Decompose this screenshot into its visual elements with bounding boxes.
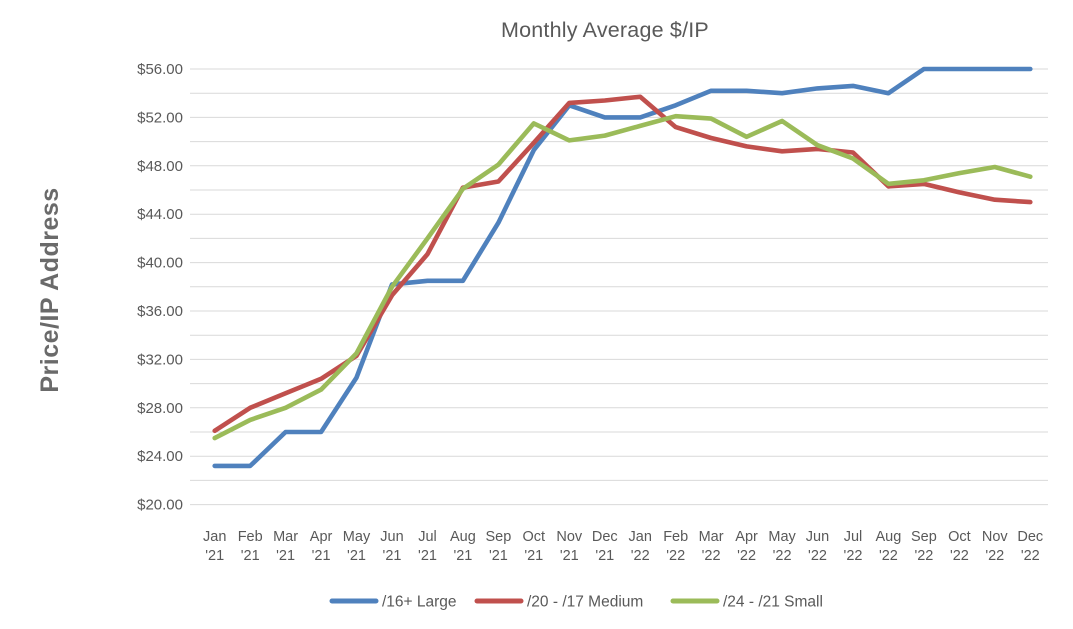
- x-axis-tick-label: Jul '22: [844, 529, 863, 564]
- x-axis-tick-label: Jul '21: [418, 529, 437, 564]
- y-axis-tick-label: $24.00: [137, 448, 183, 465]
- y-axis-tick-label: $48.00: [137, 158, 183, 175]
- y-axis-tick-label: $36.00: [137, 303, 183, 320]
- x-axis-tick-label: May '22: [768, 529, 796, 564]
- legend-label: /24 - /21 Small: [723, 594, 823, 611]
- legend-label: /16+ Large: [382, 594, 457, 611]
- x-axis-tick-labels: Jan '21 Feb '21 Mar '21 Apr '21 May '21 Jun '21 Jul '…: [203, 529, 1043, 564]
- x-axis-tick-label: Jan '21: [203, 529, 226, 564]
- legend-label: /20 - /17 Medium: [527, 594, 643, 611]
- y-axis-tick-label: $20.00: [137, 497, 183, 514]
- x-axis-tick-label: Oct '22: [948, 529, 971, 564]
- series-line--20-17-medium: [212, 94, 1033, 434]
- y-axis-tick-label: $40.00: [137, 255, 183, 272]
- series-line--24-21-small: [212, 113, 1033, 441]
- y-axis-tick-label: $52.00: [137, 109, 183, 126]
- y-axis-title: Price/IP Address: [36, 187, 64, 392]
- x-axis-tick-label: Sep '22: [911, 529, 937, 564]
- y-axis-tick-label: $56.00: [137, 61, 183, 78]
- x-axis-tick-label: Mar '22: [699, 529, 724, 564]
- x-axis-tick-label: Apr '22: [735, 529, 758, 564]
- x-axis-tick-label: Sep '21: [485, 529, 511, 564]
- y-axis-tick-labels: $56.00 $52.00 $48.00 $44.00 $40.00 $36.00 $32.…: [137, 61, 183, 514]
- x-axis-tick-label: Feb '21: [238, 529, 263, 564]
- legend: /16+ Large/20 - /17 Medium/24 - /21 Smal…: [329, 594, 823, 611]
- x-axis-tick-label: Aug '22: [875, 529, 901, 564]
- legend-item: /24 - /21 Small: [670, 594, 823, 611]
- x-axis-tick-label: Nov '21: [556, 529, 583, 564]
- x-axis-tick-label: Oct '21: [523, 529, 546, 564]
- x-axis-tick-label: Jan '22: [629, 529, 652, 564]
- x-axis-tick-label: Apr '21: [310, 529, 333, 564]
- x-axis-tick-label: Feb '22: [663, 529, 688, 564]
- y-axis-tick-label: $28.00: [137, 400, 183, 417]
- x-axis-tick-label: Nov '22: [982, 529, 1009, 564]
- x-axis-tick-label: Mar '21: [273, 529, 298, 564]
- series-lines: [212, 66, 1033, 469]
- legend-item: /16+ Large: [329, 594, 457, 611]
- x-axis-tick-label: Aug '21: [450, 529, 476, 564]
- legend-item: /20 - /17 Medium: [474, 594, 643, 611]
- y-axis-tick-label: $44.00: [137, 206, 183, 223]
- x-axis-tick-label: Dec '21: [592, 529, 618, 564]
- chart-title: Monthly Average $/IP: [501, 18, 709, 42]
- x-axis-tick-label: Dec '22: [1017, 529, 1043, 564]
- x-axis-tick-label: May '21: [343, 529, 371, 564]
- y-axis-tick-label: $32.00: [137, 351, 183, 368]
- x-axis-tick-label: Jun '21: [380, 529, 403, 564]
- gridlines: [190, 68, 1048, 506]
- x-axis-tick-label: Jun '22: [806, 529, 829, 564]
- series-line--16-large: [212, 66, 1033, 469]
